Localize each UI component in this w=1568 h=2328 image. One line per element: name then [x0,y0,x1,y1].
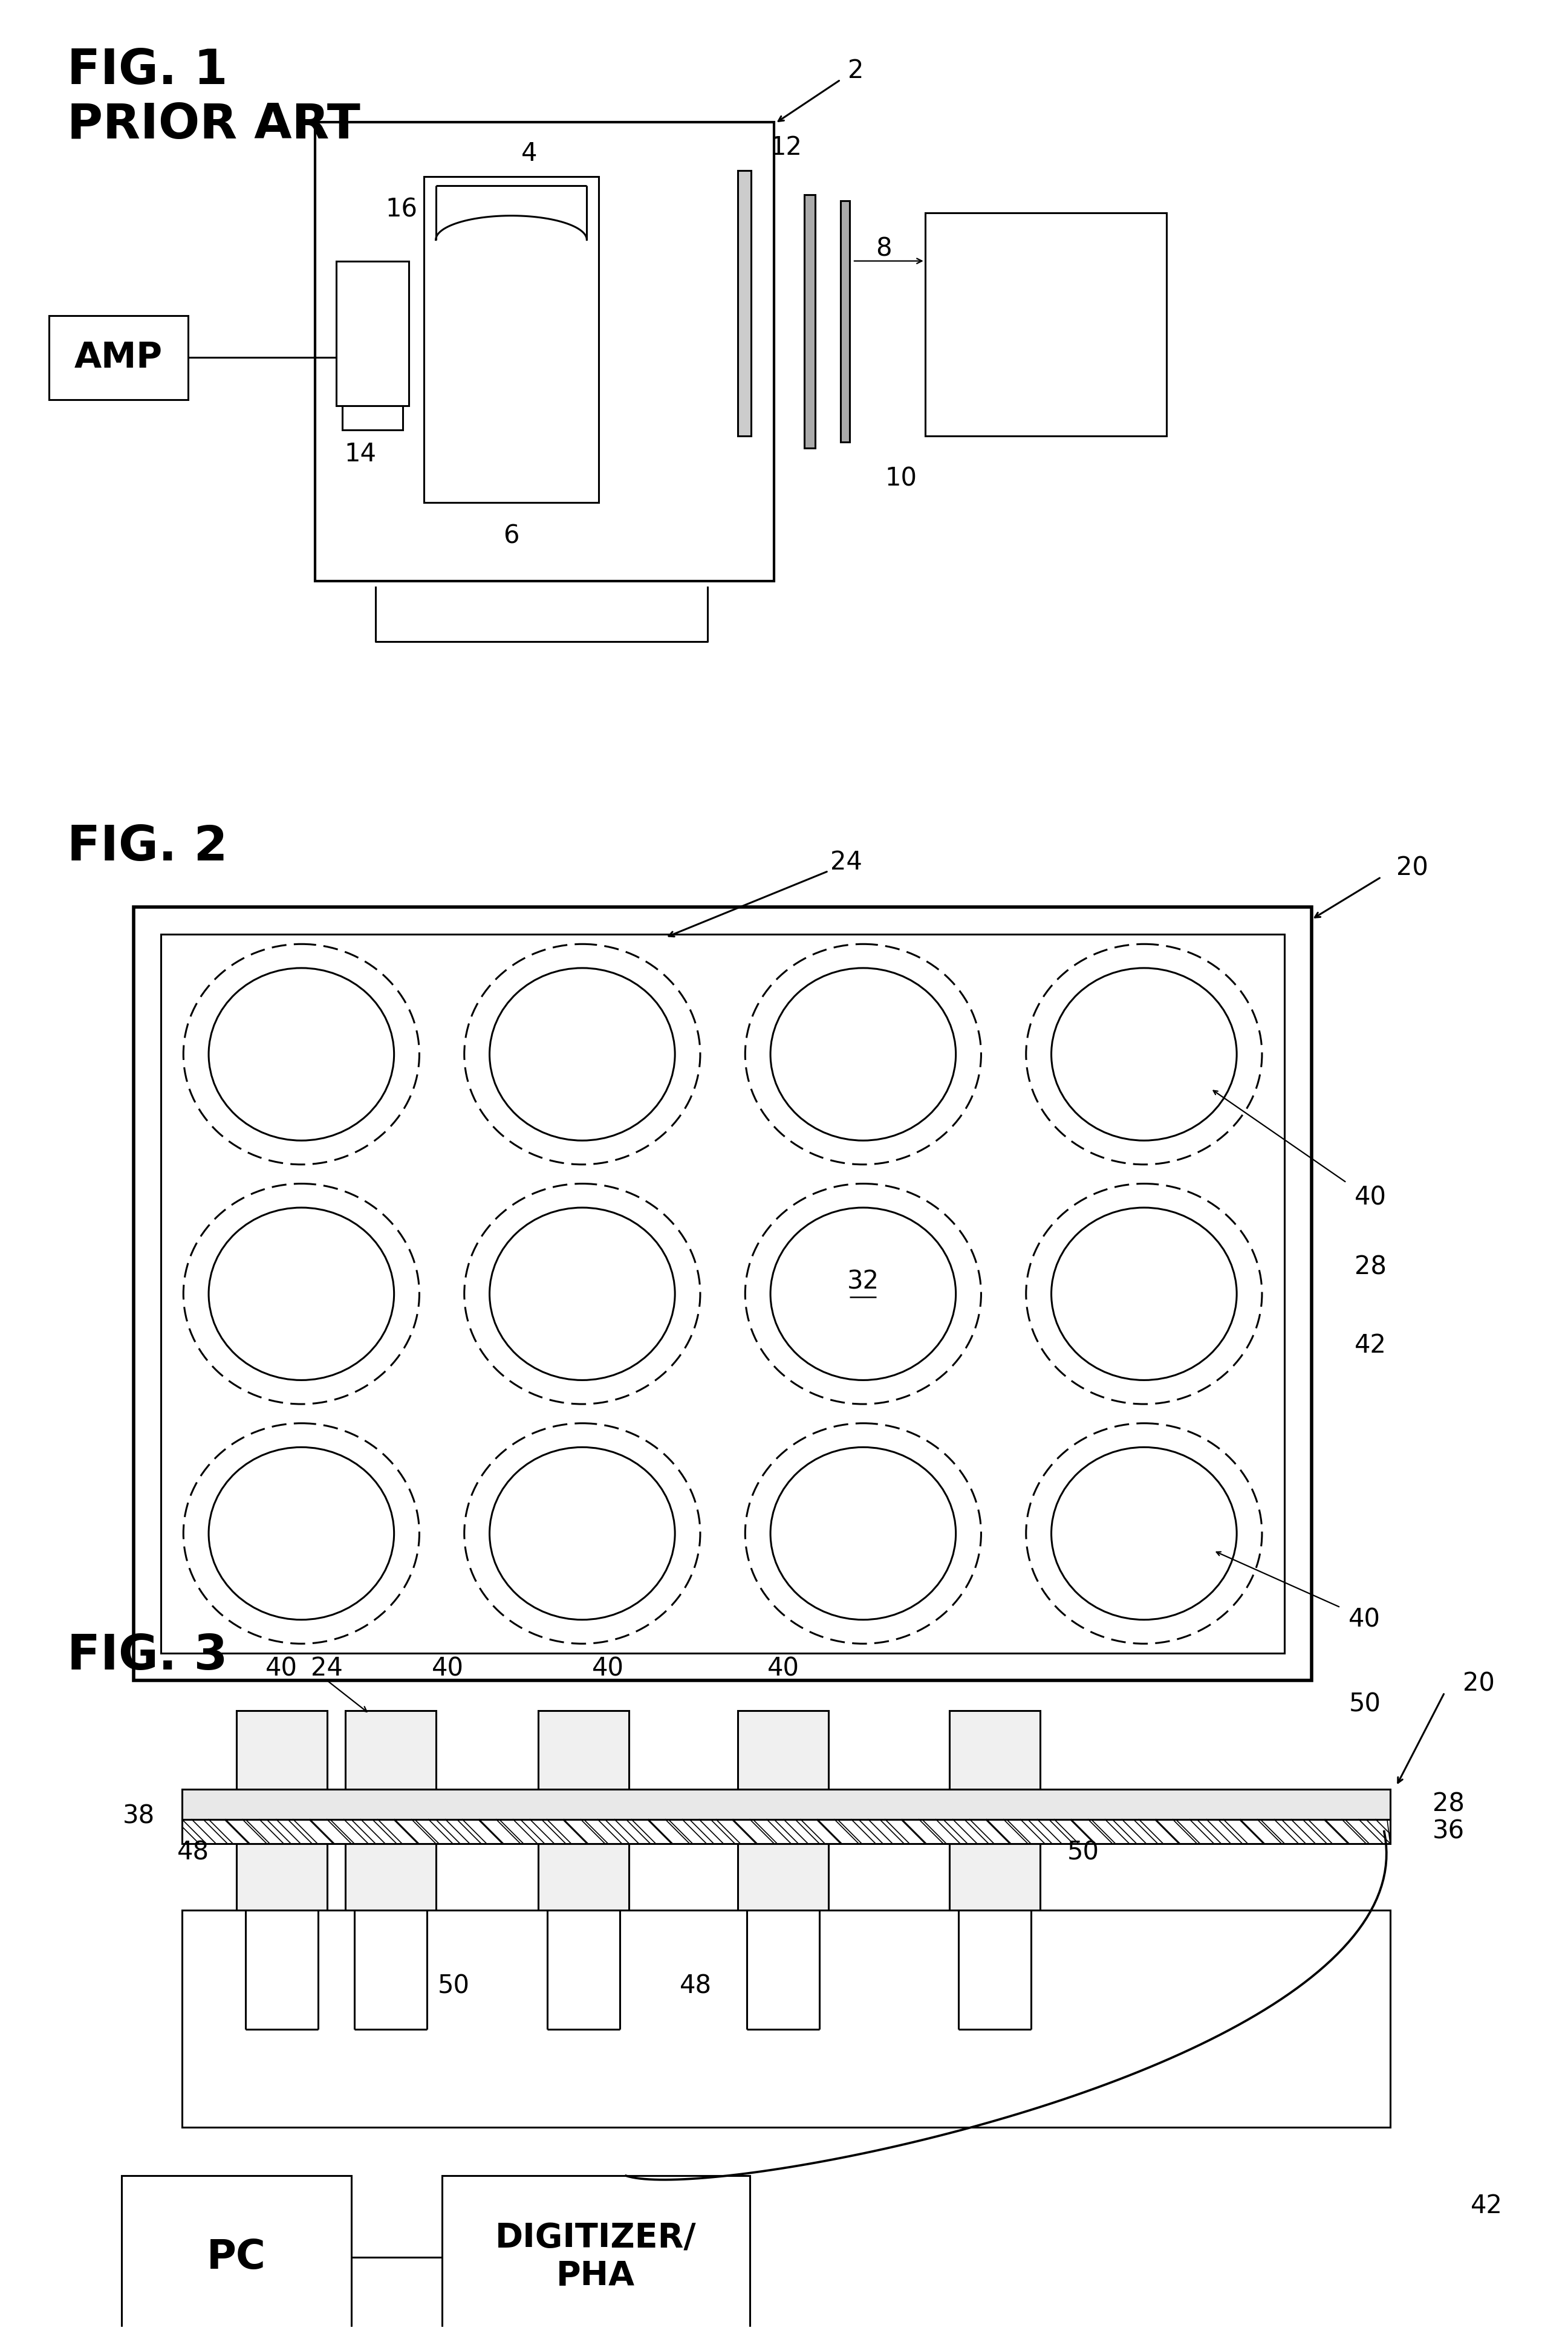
Bar [336,261,409,405]
Text: AMP: AMP [75,340,163,375]
Text: 28: 28 [1433,1793,1465,1816]
Bar [949,1844,1040,1909]
Text: 48: 48 [679,1974,712,2000]
Bar [122,2177,351,2328]
Bar [423,177,599,503]
Text: PRIOR ART: PRIOR ART [67,102,361,149]
Text: 28: 28 [1355,1255,1386,1280]
Bar [538,1711,629,1790]
Bar [342,405,403,431]
Text: DIGITIZER/
PHA: DIGITIZER/ PHA [495,2223,696,2293]
Text: 40: 40 [767,1655,800,1681]
Bar [49,314,188,400]
Text: 6: 6 [503,524,519,549]
Bar [182,1909,1391,2128]
Text: 10: 10 [884,466,917,491]
Text: 50: 50 [437,1974,470,2000]
Text: FIG. 2: FIG. 2 [67,824,227,871]
Text: 40: 40 [265,1655,298,1681]
Bar [840,200,850,442]
Text: FIG. 3: FIG. 3 [67,1632,227,1681]
Text: 48: 48 [177,1839,209,1865]
Text: 42: 42 [1471,2193,1502,2219]
Text: 42: 42 [1355,1334,1386,1360]
Text: 2: 2 [848,58,864,84]
Text: 12: 12 [770,135,803,161]
Bar [949,1711,1040,1790]
Text: 8: 8 [875,235,892,261]
Bar [925,212,1167,435]
Text: FIG. 1: FIG. 1 [67,47,227,95]
Text: 32: 32 [847,1269,880,1294]
Bar [237,1711,328,1790]
Bar [345,1711,436,1790]
Bar [237,1844,328,1909]
Bar [804,196,815,449]
Bar [538,1844,629,1909]
Text: 40: 40 [1355,1185,1386,1211]
Text: 50: 50 [1066,1839,1099,1865]
Bar [739,1711,828,1790]
Bar [133,908,1312,1681]
Text: 24: 24 [831,850,862,875]
Text: 40: 40 [591,1655,624,1681]
Text: 38: 38 [122,1804,155,1830]
Text: 16: 16 [386,198,417,223]
Bar [182,1790,1391,1820]
Text: 20: 20 [1396,854,1428,880]
Bar [739,170,751,435]
Text: PC: PC [207,2237,267,2277]
Text: 40: 40 [431,1655,464,1681]
Bar [182,1820,1391,1844]
Bar [442,2177,750,2328]
Text: 4: 4 [522,140,538,165]
Bar [162,934,1284,1653]
Text: 40: 40 [1348,1606,1381,1632]
Bar [315,121,775,582]
Text: 14: 14 [345,442,376,468]
Text: 20: 20 [1463,1672,1494,1697]
Text: 50: 50 [1348,1692,1381,1716]
Text: 36: 36 [1433,1818,1465,1844]
Bar [345,1844,436,1909]
Text: 24: 24 [310,1655,343,1681]
Bar [739,1844,828,1909]
